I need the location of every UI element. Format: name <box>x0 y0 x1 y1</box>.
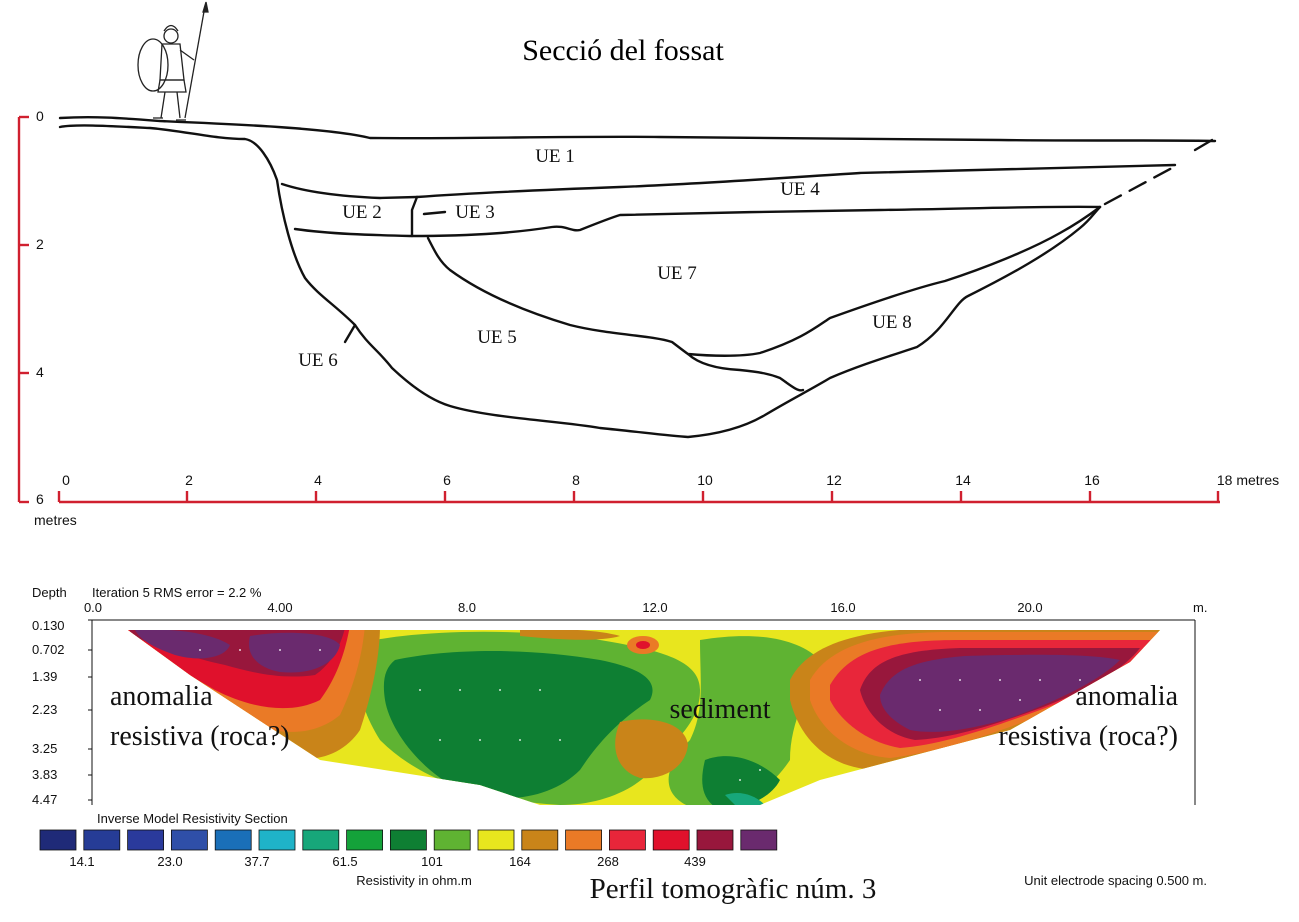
vscale-tick-2: 2 <box>36 236 44 252</box>
hscale-tick-16: 16 <box>1084 472 1100 488</box>
legend-swatch <box>302 829 340 851</box>
vscale-tick-0: 0 <box>36 108 44 124</box>
depth-tick-0: 0.130 <box>32 618 65 633</box>
depth-tick-5: 3.83 <box>32 767 57 782</box>
unit-label-ue3: UE 3 <box>455 202 495 223</box>
hscale-tick-14: 14 <box>955 472 971 488</box>
legend-swatch <box>652 829 690 851</box>
x-unit-label: m. <box>1193 600 1207 615</box>
hscale-tick-12: 12 <box>826 472 842 488</box>
unit-label-ue6: UE 6 <box>298 350 338 371</box>
hscale-tick-2: 2 <box>185 472 193 488</box>
legend-swatch <box>127 829 164 851</box>
depth-label: Depth <box>32 585 67 600</box>
hscale-tick-4: 4 <box>314 472 322 488</box>
unit-label-ue5: UE 5 <box>477 327 517 348</box>
x-tick-20: 20.0 <box>1017 600 1042 615</box>
legend-swatch <box>565 829 602 851</box>
legend-axis-label: Resistivity in ohm.m <box>356 873 472 888</box>
legend-value-3: 61.5 <box>332 854 357 869</box>
vscale-tick-4: 4 <box>36 364 44 380</box>
section-title: Secció del fossat <box>522 34 724 67</box>
annotation-right-line1: anomalia <box>1075 681 1178 712</box>
legend-value-5: 164 <box>509 854 531 869</box>
annotation-left-line2: resistiva (roca?) <box>110 721 290 752</box>
horizontal-scale: 0 2 4 6 8 10 12 14 16 18 metres <box>57 472 1279 504</box>
legend-swatch <box>477 829 515 851</box>
x-tick-8: 8.0 <box>458 600 476 615</box>
electrode-spacing-label: Unit electrode spacing 0.500 m. <box>1024 873 1207 888</box>
hscale-tick-8: 8 <box>572 472 580 488</box>
legend-swatch <box>258 829 296 851</box>
legend-swatch <box>696 829 734 851</box>
tomography-frame <box>88 619 1196 805</box>
hscale-end-label: 18 metres <box>1217 472 1279 488</box>
legend-swatch <box>346 829 384 851</box>
depth-tick-6: 4.47 <box>32 792 57 807</box>
legend-swatch <box>170 829 208 851</box>
trench-outline <box>58 115 1217 439</box>
legend-swatch <box>740 829 778 851</box>
unit-label-ue7: UE 7 <box>657 263 697 284</box>
x-tick-16: 16.0 <box>830 600 855 615</box>
depth-tick-3: 2.23 <box>32 702 57 717</box>
annotation-sediment: sediment <box>669 694 770 725</box>
legend-value-0: 14.1 <box>69 854 94 869</box>
resistivity-section <box>128 630 1160 805</box>
depth-tick-2: 1.39 <box>32 669 57 684</box>
hscale-tick-10: 10 <box>697 472 713 488</box>
x-tick-0: 0.0 <box>84 600 102 615</box>
annotation-left-line1: anomalia <box>110 681 213 712</box>
legend-title: Inverse Model Resistivity Section <box>97 811 288 826</box>
soldier-figure-icon <box>137 1 209 121</box>
annotation-right-line2: resistiva (roca?) <box>998 721 1178 752</box>
legend-swatch <box>39 829 77 851</box>
legend-swatch <box>389 829 427 851</box>
legend-value-6: 268 <box>597 854 619 869</box>
vertical-scale: 0 2 4 6 metres <box>17 108 77 528</box>
unit-label-ue8: UE 8 <box>872 312 912 333</box>
unit-label-ue1: UE 1 <box>535 146 575 167</box>
legend-swatch <box>83 829 121 851</box>
legend-value-2: 37.7 <box>244 854 269 869</box>
legend-swatch <box>521 829 559 851</box>
x-tick-12: 12.0 <box>642 600 667 615</box>
tomography-caption: Perfil tomogràfic núm. 3 <box>590 873 877 905</box>
iteration-label: Iteration 5 RMS error = 2.2 % <box>92 585 262 600</box>
vscale-unit-label: metres <box>34 512 77 528</box>
legend-swatch <box>214 829 252 851</box>
legend-value-4: 101 <box>421 854 443 869</box>
depth-tick-4: 3.25 <box>32 741 57 756</box>
legend-swatch <box>609 829 646 851</box>
unit-label-ue4: UE 4 <box>780 179 820 200</box>
hscale-tick-0: 0 <box>62 472 70 488</box>
resistivity-legend <box>39 829 778 851</box>
unit-label-ue2: UE 2 <box>342 202 382 223</box>
legend-value-7: 439 <box>684 854 706 869</box>
vscale-tick-6: 6 <box>36 491 44 507</box>
x-tick-4: 4.00 <box>267 600 292 615</box>
hscale-tick-6: 6 <box>443 472 451 488</box>
depth-tick-1: 0.702 <box>32 642 65 657</box>
legend-value-1: 23.0 <box>157 854 182 869</box>
legend-swatch <box>433 829 471 851</box>
